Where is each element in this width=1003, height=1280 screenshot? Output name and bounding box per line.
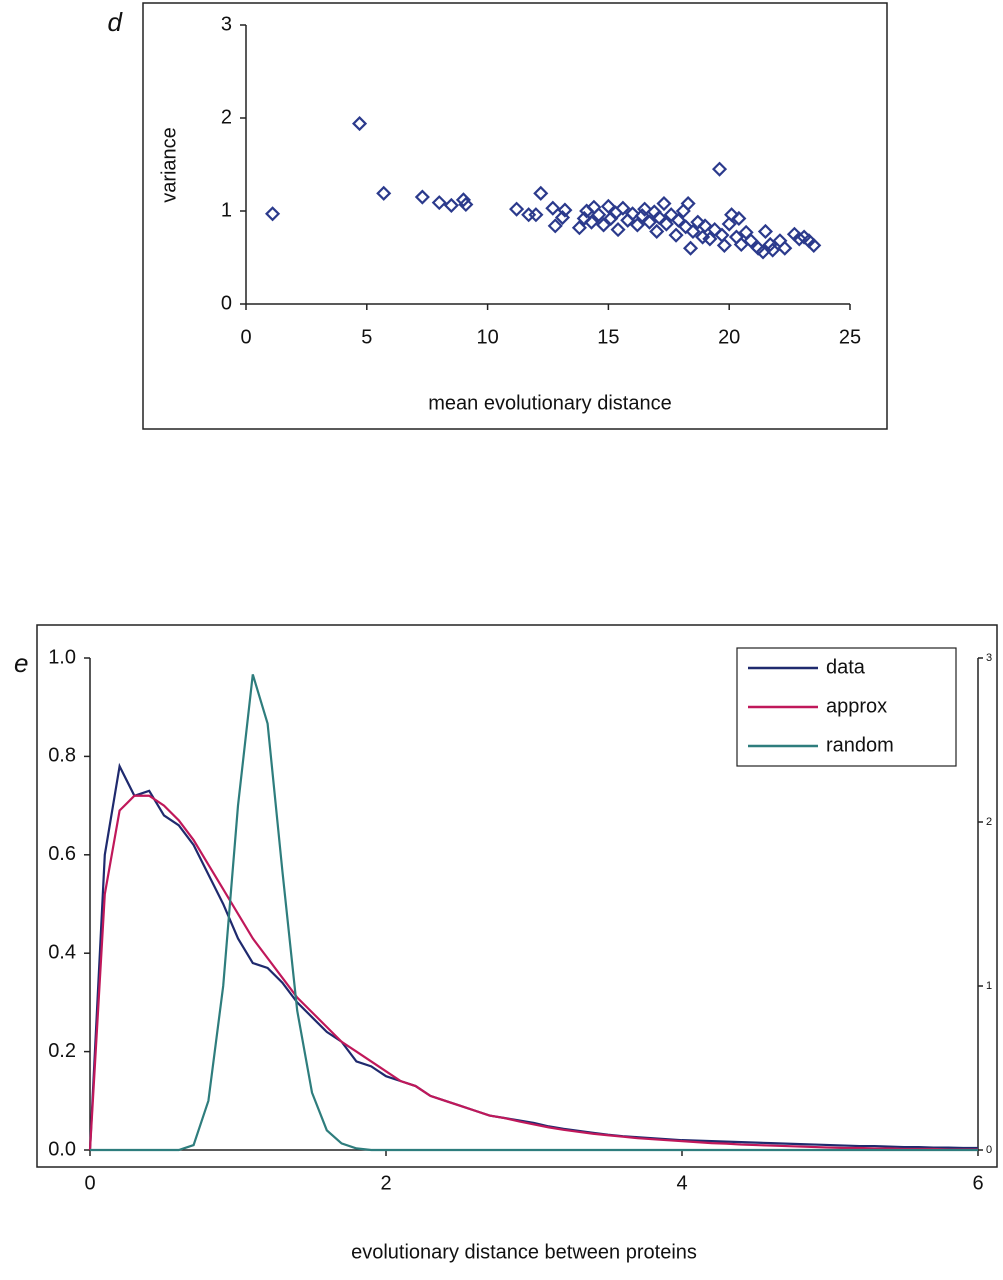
- y2-tick-label: 2: [986, 816, 992, 828]
- y2-tick-label: 0: [986, 1144, 992, 1156]
- series-line: [88, 762, 978, 1151]
- point: [547, 218, 563, 234]
- y-tick-label: 1.0: [48, 646, 76, 668]
- x-tick-label: 6: [972, 1172, 983, 1194]
- point: [591, 207, 607, 223]
- x-tick-label: 15: [597, 326, 619, 348]
- point: [414, 189, 430, 205]
- x-tick-label: 2: [380, 1172, 391, 1194]
- point: [663, 207, 679, 223]
- y-tick-label: 0: [221, 292, 232, 314]
- point: [743, 233, 759, 249]
- point: [571, 220, 587, 236]
- point: [757, 223, 773, 240]
- point: [724, 207, 740, 223]
- point: [690, 214, 706, 230]
- point: [265, 206, 281, 222]
- point: [610, 222, 626, 238]
- point: [765, 242, 781, 258]
- point: [668, 227, 684, 243]
- point: [702, 231, 718, 247]
- point: [791, 231, 807, 247]
- point: [651, 209, 667, 226]
- x-tick-label: 10: [476, 326, 498, 348]
- point: [431, 195, 447, 211]
- y-tick-label: 0.6: [48, 843, 76, 865]
- point: [583, 214, 600, 230]
- y2-tick-label: 1: [986, 980, 992, 992]
- point: [721, 216, 737, 232]
- point: [509, 201, 525, 217]
- point: [637, 201, 653, 217]
- point: [697, 218, 713, 234]
- y-tick-label: 3: [221, 13, 232, 35]
- point: [545, 200, 561, 216]
- legend-label: random: [826, 734, 894, 756]
- x-axis-label: evolutionary distance between proteins: [351, 1241, 697, 1263]
- legend-label: approx: [826, 695, 887, 717]
- point: [731, 210, 747, 226]
- x-tick-label: 0: [240, 326, 251, 348]
- point: [707, 222, 723, 238]
- x-tick-label: 0: [84, 1172, 95, 1194]
- point: [777, 240, 793, 256]
- point: [557, 202, 573, 218]
- point: [682, 240, 699, 256]
- y-tick-label: 2: [221, 106, 232, 128]
- point: [714, 227, 730, 243]
- chart-frame: [36, 624, 998, 1168]
- point: [649, 223, 665, 240]
- series-line: [88, 794, 978, 1151]
- y-tick-label: 0.0: [48, 1138, 76, 1160]
- y-tick-label: 1: [221, 199, 232, 221]
- x-tick-label: 5: [361, 326, 372, 348]
- point: [528, 207, 544, 223]
- point: [600, 198, 616, 214]
- y-tick-label: 0.8: [48, 745, 76, 767]
- chart-frame: [142, 2, 888, 430]
- point: [716, 237, 732, 253]
- y-axis-label: variance: [158, 127, 180, 203]
- x-tick-label: 25: [839, 326, 861, 348]
- panel-label: d: [108, 7, 124, 37]
- point: [629, 217, 645, 233]
- point: [656, 196, 672, 212]
- point: [711, 161, 728, 177]
- point: [458, 196, 474, 213]
- x-axis-label: mean evolutionary distance: [428, 392, 671, 414]
- x-tick-label: 20: [718, 326, 740, 348]
- point: [625, 206, 641, 222]
- point: [455, 192, 471, 208]
- point: [685, 223, 701, 240]
- y2-tick-label: 3: [986, 652, 992, 664]
- y-tick-label: 0.2: [48, 1040, 76, 1062]
- point: [680, 196, 696, 212]
- point: [443, 197, 459, 213]
- point: [533, 185, 549, 201]
- point: [670, 212, 687, 228]
- point: [351, 116, 368, 132]
- point: [678, 219, 694, 235]
- series-line: [90, 674, 978, 1152]
- point: [603, 210, 619, 226]
- legend-label: data: [826, 656, 866, 678]
- point: [615, 200, 631, 216]
- point: [376, 185, 392, 201]
- y-tick-label: 0.4: [48, 941, 76, 963]
- point: [806, 237, 822, 253]
- panel-label: e: [14, 648, 28, 678]
- x-tick-label: 4: [676, 1172, 687, 1194]
- point: [596, 217, 612, 233]
- point: [658, 216, 674, 232]
- point: [641, 214, 658, 230]
